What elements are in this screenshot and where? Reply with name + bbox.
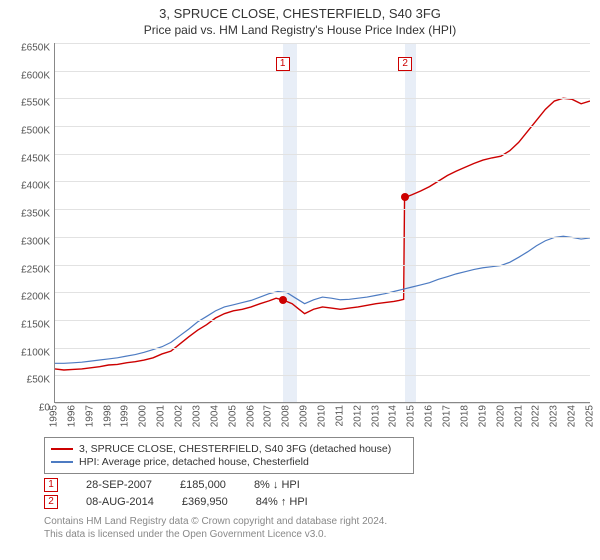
sale-marker-icon: 1 [44,478,58,492]
page-title: 3, SPRUCE CLOSE, CHESTERFIELD, S40 3FG [10,6,590,21]
chart-marker-icon: 1 [276,57,290,71]
sale-dot-icon [401,193,409,201]
legend-label: 3, SPRUCE CLOSE, CHESTERFIELD, S40 3FG (… [79,443,391,455]
y-tick-label: £500K [21,126,50,137]
sale-date: 08-AUG-2014 [86,496,154,508]
sale-row: 1 28-SEP-2007 £185,000 8% ↓ HPI [44,478,590,492]
x-tick-label: 2023 [549,405,560,427]
gridline [55,320,590,321]
series-price_paid [55,98,590,370]
y-tick-label: £150K [21,319,50,330]
x-tick-label: 2011 [334,405,345,427]
y-tick-label: £650K [21,43,50,54]
gridline [55,126,590,127]
sales-table: 1 28-SEP-2007 £185,000 8% ↓ HPI 2 08-AUG… [44,478,590,509]
x-tick-label: 2008 [281,405,292,427]
y-tick-label: £50K [27,375,50,386]
sale-date: 28-SEP-2007 [86,479,152,491]
x-tick-label: 2016 [424,405,435,427]
x-tick-label: 2007 [263,405,274,427]
sale-marker-icon: 2 [44,495,58,509]
legend: 3, SPRUCE CLOSE, CHESTERFIELD, S40 3FG (… [44,437,414,474]
y-tick-label: £450K [21,153,50,164]
footer-line: This data is licensed under the Open Gov… [44,528,590,541]
gridline [55,348,590,349]
x-tick-label: 2012 [352,405,363,427]
x-tick-label: 2005 [227,405,238,427]
x-tick-label: 1995 [49,405,60,427]
x-tick-label: 1996 [66,405,77,427]
y-tick-label: £550K [21,98,50,109]
sale-dot-icon [279,296,287,304]
footer-line: Contains HM Land Registry data © Crown c… [44,515,590,528]
gridline [55,265,590,266]
x-tick-label: 2022 [531,405,542,427]
x-tick-label: 2014 [388,405,399,427]
gridline [55,98,590,99]
sale-delta: 8% ↓ HPI [254,479,300,491]
x-tick-label: 1998 [102,405,113,427]
x-tick-label: 2024 [567,405,578,427]
x-tick-label: 1997 [84,405,95,427]
gridline [55,71,590,72]
sale-row: 2 08-AUG-2014 £369,950 84% ↑ HPI [44,495,590,509]
y-tick-label: £200K [21,292,50,303]
legend-row: HPI: Average price, detached house, Ches… [51,456,407,468]
chart: £0£50K£100K£150K£200K£250K£300K£350K£400… [10,43,590,403]
x-tick-label: 2020 [495,405,506,427]
x-axis: 1995199619971998199920002001200220032004… [54,403,590,433]
x-tick-label: 2021 [513,405,524,427]
gridline [55,43,590,44]
x-tick-label: 2006 [245,405,256,427]
sale-price: £185,000 [180,479,226,491]
x-tick-label: 2000 [138,405,149,427]
x-tick-label: 2002 [174,405,185,427]
gridline [55,237,590,238]
chart-marker-icon: 2 [398,57,412,71]
sale-delta: 84% ↑ HPI [256,496,308,508]
legend-row: 3, SPRUCE CLOSE, CHESTERFIELD, S40 3FG (… [51,443,407,455]
x-tick-label: 2001 [156,405,167,427]
gridline [55,209,590,210]
sale-price: £369,950 [182,496,228,508]
x-tick-label: 2009 [299,405,310,427]
gridline [55,292,590,293]
legend-swatch [51,448,73,450]
x-tick-label: 2025 [585,405,596,427]
x-tick-label: 2003 [191,405,202,427]
y-tick-label: £350K [21,209,50,220]
x-tick-label: 1999 [120,405,131,427]
legend-swatch [51,461,73,463]
x-tick-label: 2015 [406,405,417,427]
series-hpi [55,236,590,363]
y-tick-label: £250K [21,264,50,275]
x-tick-label: 2010 [317,405,328,427]
x-tick-label: 2019 [477,405,488,427]
gridline [55,181,590,182]
legend-label: HPI: Average price, detached house, Ches… [79,456,309,468]
y-tick-label: £300K [21,236,50,247]
gridline [55,375,590,376]
footer: Contains HM Land Registry data © Crown c… [44,515,590,541]
gridline [55,154,590,155]
chart-plot-area: 12 [54,43,590,403]
x-tick-label: 2017 [442,405,453,427]
x-tick-label: 2018 [459,405,470,427]
x-tick-label: 2013 [370,405,381,427]
y-axis: £0£50K£100K£150K£200K£250K£300K£350K£400… [10,43,54,403]
y-tick-label: £400K [21,181,50,192]
page-subtitle: Price paid vs. HM Land Registry's House … [10,23,590,37]
y-tick-label: £600K [21,70,50,81]
x-tick-label: 2004 [209,405,220,427]
y-tick-label: £100K [21,347,50,358]
